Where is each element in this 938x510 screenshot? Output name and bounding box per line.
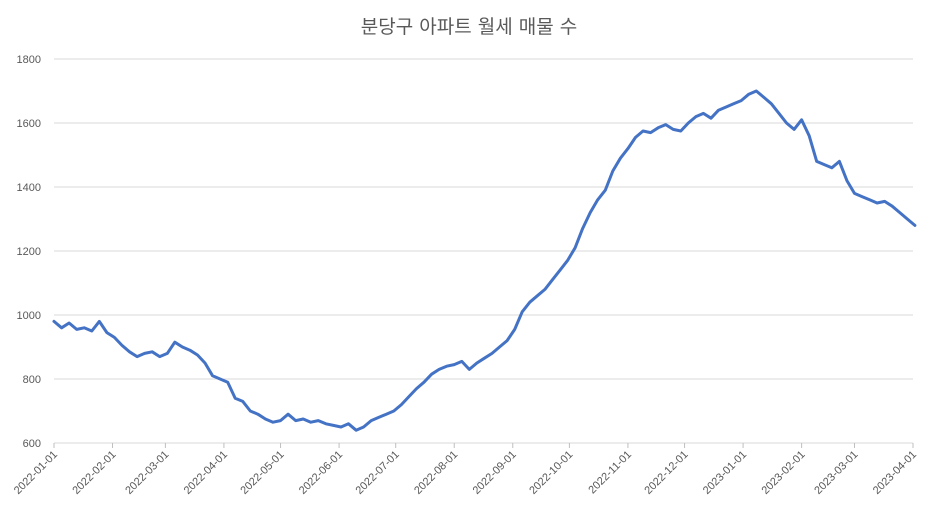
x-tick-label: 2022-10-01	[527, 449, 575, 497]
x-tick-label: 2022-09-01	[471, 449, 519, 497]
x-tick-label: 2022-12-01	[642, 449, 690, 497]
x-tick-label: 2023-04-01	[871, 449, 919, 497]
y-tick-label: 600	[23, 438, 41, 450]
x-tick-label: 2022-02-01	[70, 449, 118, 497]
x-tick-label: 2022-07-01	[354, 449, 402, 497]
gridlines	[54, 58, 913, 380]
chart-title: 분당구 아파트 월세 매물 수	[360, 16, 578, 38]
y-tick-label: 800	[23, 374, 41, 386]
y-tick-label: 1000	[17, 310, 41, 322]
x-tick-label: 2022-06-01	[297, 449, 345, 497]
x-tick-label: 2023-02-01	[759, 449, 807, 497]
series-line-0	[52, 89, 917, 432]
x-tick-label: 2023-03-01	[812, 449, 860, 497]
x-tick-label: 2022-01-01	[12, 449, 60, 497]
x-tick-label: 2022-11-01	[586, 449, 634, 497]
y-tick-label: 1200	[17, 246, 41, 258]
y-tick-label: 1400	[17, 182, 41, 194]
x-tick-label: 2022-05-01	[238, 449, 286, 497]
x-tick-label: 2022-08-01	[412, 449, 460, 497]
x-tick-label: 2023-01-01	[701, 449, 749, 497]
series-layer	[52, 89, 917, 432]
y-tick-label: 1600	[17, 118, 41, 130]
y-tick-label: 1800	[17, 54, 41, 66]
x-tick-label: 2022-04-01	[182, 449, 230, 497]
x-tick-label: 2022-03-01	[123, 449, 171, 497]
